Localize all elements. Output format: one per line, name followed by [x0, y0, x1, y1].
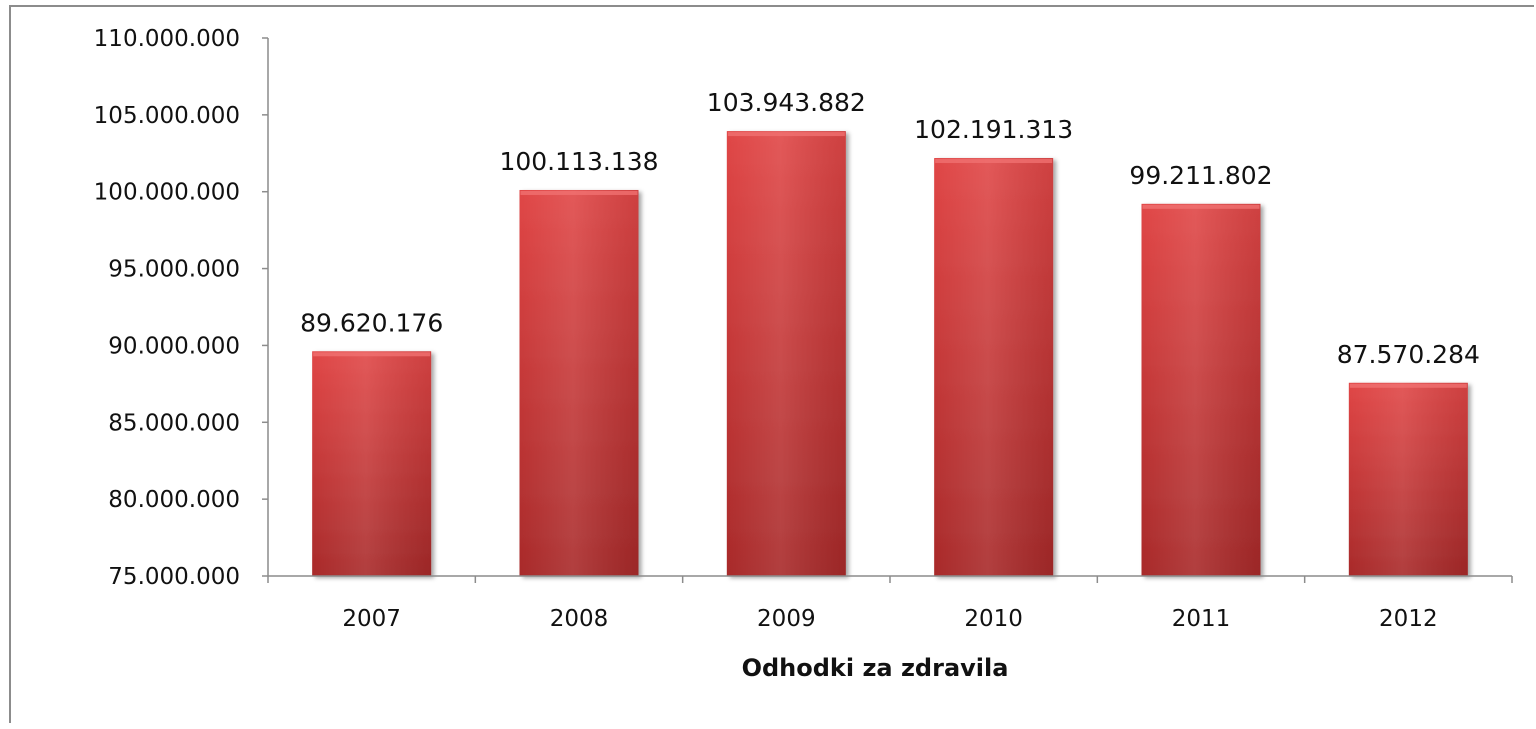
- bar-shine: [726, 131, 846, 576]
- y-axis: 75.000.000 80.000.000 85.000.000 90.000.000…: [94, 26, 269, 590]
- bar-top-bevel: [1349, 383, 1467, 388]
- bar-top-bevel: [1142, 204, 1260, 209]
- x-axis-title: Odhodki za zdravila: [742, 654, 1009, 682]
- bar-shine: [312, 351, 432, 576]
- x-tick-label: 2011: [1172, 606, 1231, 632]
- y-tick-label: 110.000.000: [94, 26, 240, 52]
- x-tick-label: 2007: [342, 606, 401, 632]
- x-tick-label: 2012: [1379, 606, 1438, 632]
- y-tick-label: 100.000.000: [94, 180, 240, 206]
- y-tick-label: 95.000.000: [108, 257, 240, 283]
- data-label: 89.620.176: [300, 308, 443, 337]
- x-tick-label: 2008: [550, 606, 609, 632]
- bars: [312, 131, 1468, 576]
- x-tick-label: 2009: [757, 606, 816, 632]
- bar-2009: [726, 131, 846, 576]
- bar-2012: [1348, 382, 1468, 576]
- y-tick-label: 85.000.000: [108, 410, 240, 436]
- y-tick-label: 75.000.000: [108, 564, 240, 590]
- bar-2007: [312, 351, 432, 576]
- y-tick-label: 90.000.000: [108, 333, 240, 359]
- data-label: 99.211.802: [1129, 161, 1272, 190]
- bar-top-bevel: [935, 159, 1053, 164]
- chart-frame: [9, 5, 1534, 723]
- bar-2010: [934, 158, 1054, 576]
- data-label: 100.113.138: [499, 147, 658, 176]
- y-tick-label: 80.000.000: [108, 487, 240, 513]
- bar-shine: [1141, 203, 1261, 576]
- data-label: 102.191.313: [914, 115, 1073, 144]
- data-label: 87.570.284: [1337, 340, 1480, 369]
- bar-2008: [519, 189, 639, 576]
- bar-shine: [934, 158, 1054, 576]
- bar-top-bevel: [313, 352, 431, 357]
- data-labels: 89.620.176 100.113.138 103.943.882 102.191.…: [300, 88, 1480, 369]
- bar-shine: [519, 189, 639, 576]
- bar-top-bevel: [520, 190, 638, 195]
- y-tick-label: 105.000.000: [94, 103, 240, 129]
- data-label: 103.943.882: [707, 88, 866, 117]
- x-axis: 2007 2008 2009 2010 2011 2012: [267, 575, 1513, 632]
- bar-top-bevel: [727, 132, 845, 137]
- x-tick-label: 2010: [964, 606, 1023, 632]
- bar-shine: [1348, 382, 1468, 576]
- bar-2011: [1141, 203, 1261, 576]
